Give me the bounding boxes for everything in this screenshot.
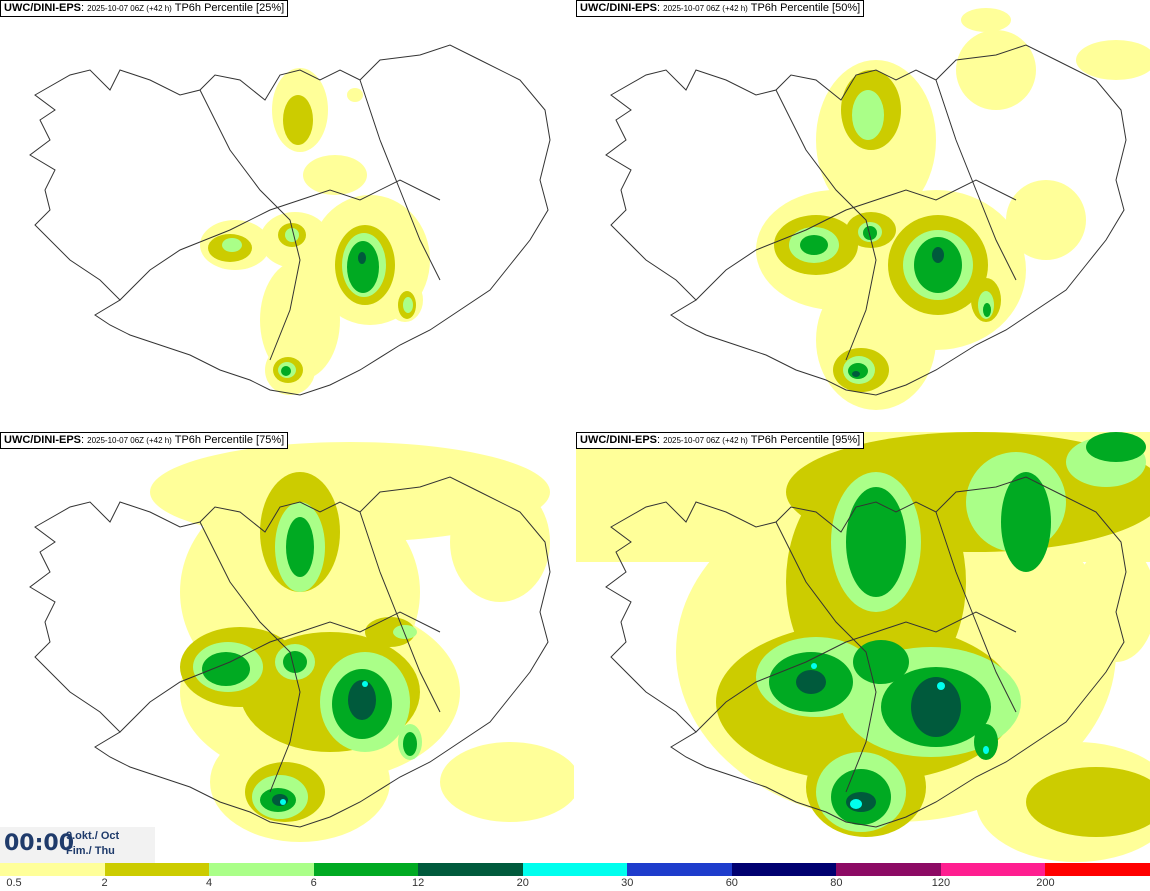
legend-label: 12 <box>412 877 425 889</box>
legend-label: 20 <box>516 877 529 889</box>
valid-date: 9.okt./ Oct <box>66 830 120 842</box>
model-name: UWC/DINI-EPS <box>4 434 81 446</box>
valid-time-box: 00:00 9.okt./ Oct Fim./ Thu <box>0 827 155 863</box>
legend-swatch <box>104 863 210 876</box>
valid-time: 00:00 <box>4 831 75 856</box>
field-name: TP6h Percentile [50%] <box>750 2 861 14</box>
legend-swatch <box>418 863 524 876</box>
legend-label: 120 <box>931 877 951 889</box>
precip-fill <box>200 68 430 395</box>
legend-swatch <box>836 863 942 876</box>
panel-title: UWC/DINI-EPS: 2025-10-07 06Z (+42 h) TP6… <box>0 432 289 449</box>
field-name: TP6h Percentile [95%] <box>750 434 861 446</box>
run-time: 2025-10-07 06Z (+42 h) <box>663 4 748 13</box>
legend-label: 30 <box>621 877 634 889</box>
run-time: 2025-10-07 06Z (+42 h) <box>87 436 172 445</box>
valid-weekday: Fim./ Thu <box>66 845 115 857</box>
legend-swatch <box>1045 863 1150 876</box>
color-legend: 0.5 2 4 6 12 20 30 60 80 120 200 <box>0 863 1150 891</box>
run-time: 2025-10-07 06Z (+42 h) <box>663 436 748 445</box>
field-name: TP6h Percentile [75%] <box>174 434 285 446</box>
panel-title: UWC/DINI-EPS: 2025-10-07 06Z (+42 h) TP6… <box>0 0 289 17</box>
precip-map <box>576 432 1150 862</box>
model-name: UWC/DINI-EPS <box>4 2 81 14</box>
map-panel-p50: UWC/DINI-EPS: 2025-10-07 06Z (+42 h) TP6… <box>576 0 1150 430</box>
model-name: UWC/DINI-EPS <box>580 434 657 446</box>
legend-label: 0.5 <box>6 877 22 889</box>
legend-label: 6 <box>310 877 317 889</box>
precip-map <box>29 44 551 396</box>
model-name: UWC/DINI-EPS <box>580 2 657 14</box>
legend-swatch <box>209 863 315 876</box>
legend-swatch <box>313 863 419 876</box>
legend-swatch <box>0 863 106 876</box>
legend-label: 2 <box>101 877 108 889</box>
map-panel-p25: UWC/DINI-EPS: 2025-10-07 06Z (+42 h) TP6… <box>0 0 574 430</box>
run-time: 2025-10-07 06Z (+42 h) <box>87 4 172 13</box>
coastline <box>29 44 551 396</box>
legend-swatch <box>522 863 628 876</box>
field-name: TP6h Percentile [25%] <box>174 2 285 14</box>
precip-map <box>605 8 1150 410</box>
map-panel-p95: UWC/DINI-EPS: 2025-10-07 06Z (+42 h) TP6… <box>576 432 1150 862</box>
legend-label: 200 <box>1036 877 1055 889</box>
panel-title: UWC/DINI-EPS: 2025-10-07 06Z (+42 h) TP6… <box>576 0 865 17</box>
legend-swatch <box>731 863 837 876</box>
legend-label: 80 <box>830 877 843 889</box>
legend-swatch <box>627 863 733 876</box>
panel-title: UWC/DINI-EPS: 2025-10-07 06Z (+42 h) TP6… <box>576 432 865 449</box>
legend-label: 60 <box>725 877 738 889</box>
legend-label: 4 <box>206 877 213 889</box>
map-panel-p75: UWC/DINI-EPS: 2025-10-07 06Z (+42 h) TP6… <box>0 432 574 862</box>
legend-swatch <box>940 863 1046 876</box>
precip-map <box>29 442 574 842</box>
